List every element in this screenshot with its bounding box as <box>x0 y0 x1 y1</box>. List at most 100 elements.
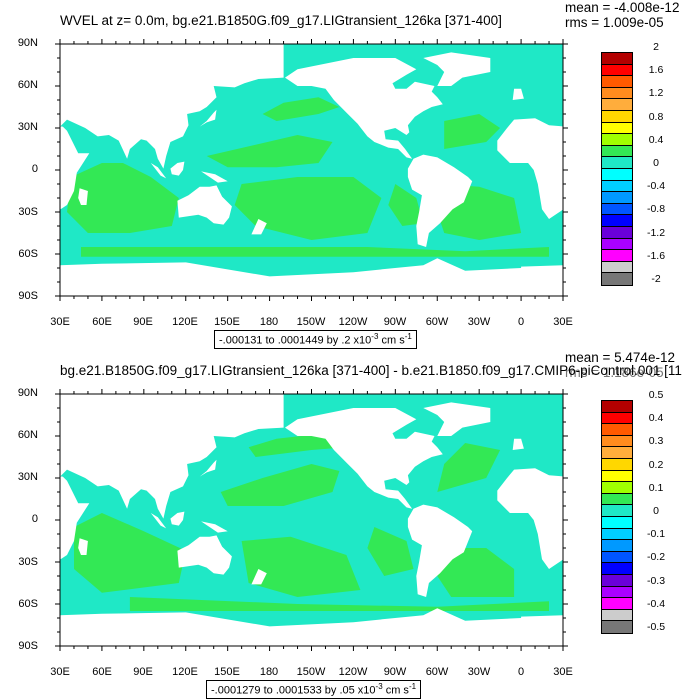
colorbar-swatch <box>602 621 632 633</box>
panel2-title: bg.e21.B1850G.f09_g17.LIGtransient_126ka… <box>60 363 682 378</box>
map-field <box>60 44 700 296</box>
panel1-lon-label: 30E <box>553 316 573 328</box>
positive-anomaly-region <box>437 443 501 492</box>
colorbar-swatch <box>602 458 632 471</box>
panel2-lat-90s: 90S <box>18 640 38 652</box>
colorbar-swatch <box>602 122 632 135</box>
panel2-lon-label: 30W <box>467 666 491 678</box>
colorbar-swatch <box>602 157 632 169</box>
panel1-range-text: -.000131 to .0001449 by .2 x10 <box>219 334 372 347</box>
land-newguinea <box>201 171 228 183</box>
colorbar-swatch <box>602 110 632 123</box>
colorbar-swatch <box>602 435 632 448</box>
colorbar-label: 0 <box>653 505 659 517</box>
land-japan <box>199 109 217 127</box>
land-africa <box>60 126 90 210</box>
panel2-mean: mean = 5.474e-12 <box>565 350 675 365</box>
panel2-colorbar <box>601 400 633 634</box>
map-field <box>60 394 687 646</box>
colorbar-swatch <box>602 412 632 425</box>
panel1-rms: rms = 1.009e-05 <box>565 15 664 30</box>
land-nz <box>251 219 267 235</box>
colorbar-label: -1.2 <box>646 226 666 239</box>
land-madagascar-wrap <box>581 188 591 205</box>
colorbar-swatch <box>602 99 632 111</box>
land-eurasia <box>60 394 284 519</box>
panel2-lon-label: 120W <box>338 666 368 678</box>
panel1-lon-label: 150E <box>214 316 240 328</box>
panel1-range-unit: cm s <box>378 334 405 347</box>
colorbar-swatch <box>602 250 632 262</box>
colorbar-swatch <box>602 273 632 285</box>
panel1-lon-label: 60W <box>425 316 449 328</box>
colorbar-swatch <box>602 424 632 436</box>
colorbar-swatch <box>602 551 632 564</box>
land-borneo <box>170 161 185 176</box>
positive-anomaly-region <box>248 433 347 457</box>
panel2-lon-label: 0 <box>517 666 525 678</box>
land-australia-wrap <box>680 185 700 224</box>
panel2-lon-label: 90W <box>383 666 407 678</box>
land-madagascar <box>78 188 88 205</box>
panel2-lat-30n: 30N <box>17 471 38 483</box>
colorbar-swatch <box>602 134 632 146</box>
panel1-title: WVEL at z= 0.0m, bg.e21.B1850G.f09_g17.L… <box>60 13 502 28</box>
colorbar-swatch <box>602 401 632 413</box>
colorbar-swatch <box>602 598 632 610</box>
panel1-lat-30n: 30N <box>17 121 38 133</box>
positive-anomaly-region <box>444 114 501 149</box>
land-greenland <box>423 402 491 436</box>
land-borneo-wrap <box>673 512 687 526</box>
panel1-lon-label: 60E <box>92 316 112 328</box>
colorbar-swatch <box>602 482 632 494</box>
colorbar-swatch <box>602 226 632 239</box>
colorbar-label: 2 <box>653 41 659 53</box>
panel1-lat-60n: 60N <box>17 79 38 91</box>
land-newguinea <box>201 521 228 533</box>
colorbar-swatch <box>602 470 632 483</box>
panel1-lat-90s: 90S <box>18 290 38 302</box>
panel2-lon-label: 120E <box>172 666 198 678</box>
panel1-lat-30s: 30S <box>18 206 38 218</box>
colorbar-label: 0.3 <box>648 435 664 448</box>
colorbar-swatch <box>602 238 632 251</box>
panel1-range-unit-exp: -1 <box>404 332 412 341</box>
colorbar-label: -1.6 <box>646 249 666 262</box>
panel2-lon-label: 30E <box>50 666 70 678</box>
panel1-lon-label: 90E <box>133 316 153 328</box>
colorbar-swatch <box>602 145 632 158</box>
colorbar-label: 1.6 <box>648 64 664 77</box>
colorbar-label: -0.4 <box>646 597 666 610</box>
panel2-range-label: -.0001279 to .0001533 by .05 x10-3 cm s-… <box>206 680 422 699</box>
colorbar-swatch <box>602 574 632 587</box>
panel2-map-svg <box>55 389 687 651</box>
panel2-rms: rms = 1.186e-05 <box>565 365 664 380</box>
colorbar-swatch <box>602 493 632 506</box>
colorbar-swatch <box>602 261 632 274</box>
panel1-lat-90n: 90N <box>17 37 38 49</box>
panel2-map <box>0 350 700 700</box>
colorbar-label: -0.1 <box>646 528 666 541</box>
land-namerica <box>285 58 443 159</box>
colorbar-label: -0.8 <box>646 203 666 216</box>
positive-anomaly-region <box>241 536 361 597</box>
land-borneo <box>170 511 185 526</box>
panel2-lon-label: 150E <box>214 666 240 678</box>
land-africa <box>60 476 90 560</box>
panel1-lat-60s: 60S <box>18 248 38 260</box>
colorbar-swatch <box>602 168 632 181</box>
land-sumatra <box>150 513 167 529</box>
panel1-lon-label: 30E <box>50 316 70 328</box>
colorbar-swatch <box>602 505 632 517</box>
colorbar-swatch <box>602 192 632 204</box>
panel2-lon-label: 150W <box>296 666 326 678</box>
land-sumatra <box>150 163 167 179</box>
panel2-lon-label: 90E <box>133 666 153 678</box>
colorbar-label: -0.5 <box>646 621 666 633</box>
land-madagascar <box>78 538 88 555</box>
colorbar-swatch <box>602 76 632 88</box>
panel1-map-svg <box>55 39 700 301</box>
land-uk-wrap <box>512 88 524 100</box>
colorbar-swatch <box>602 180 632 193</box>
colorbar-label: 0.5 <box>648 389 664 401</box>
